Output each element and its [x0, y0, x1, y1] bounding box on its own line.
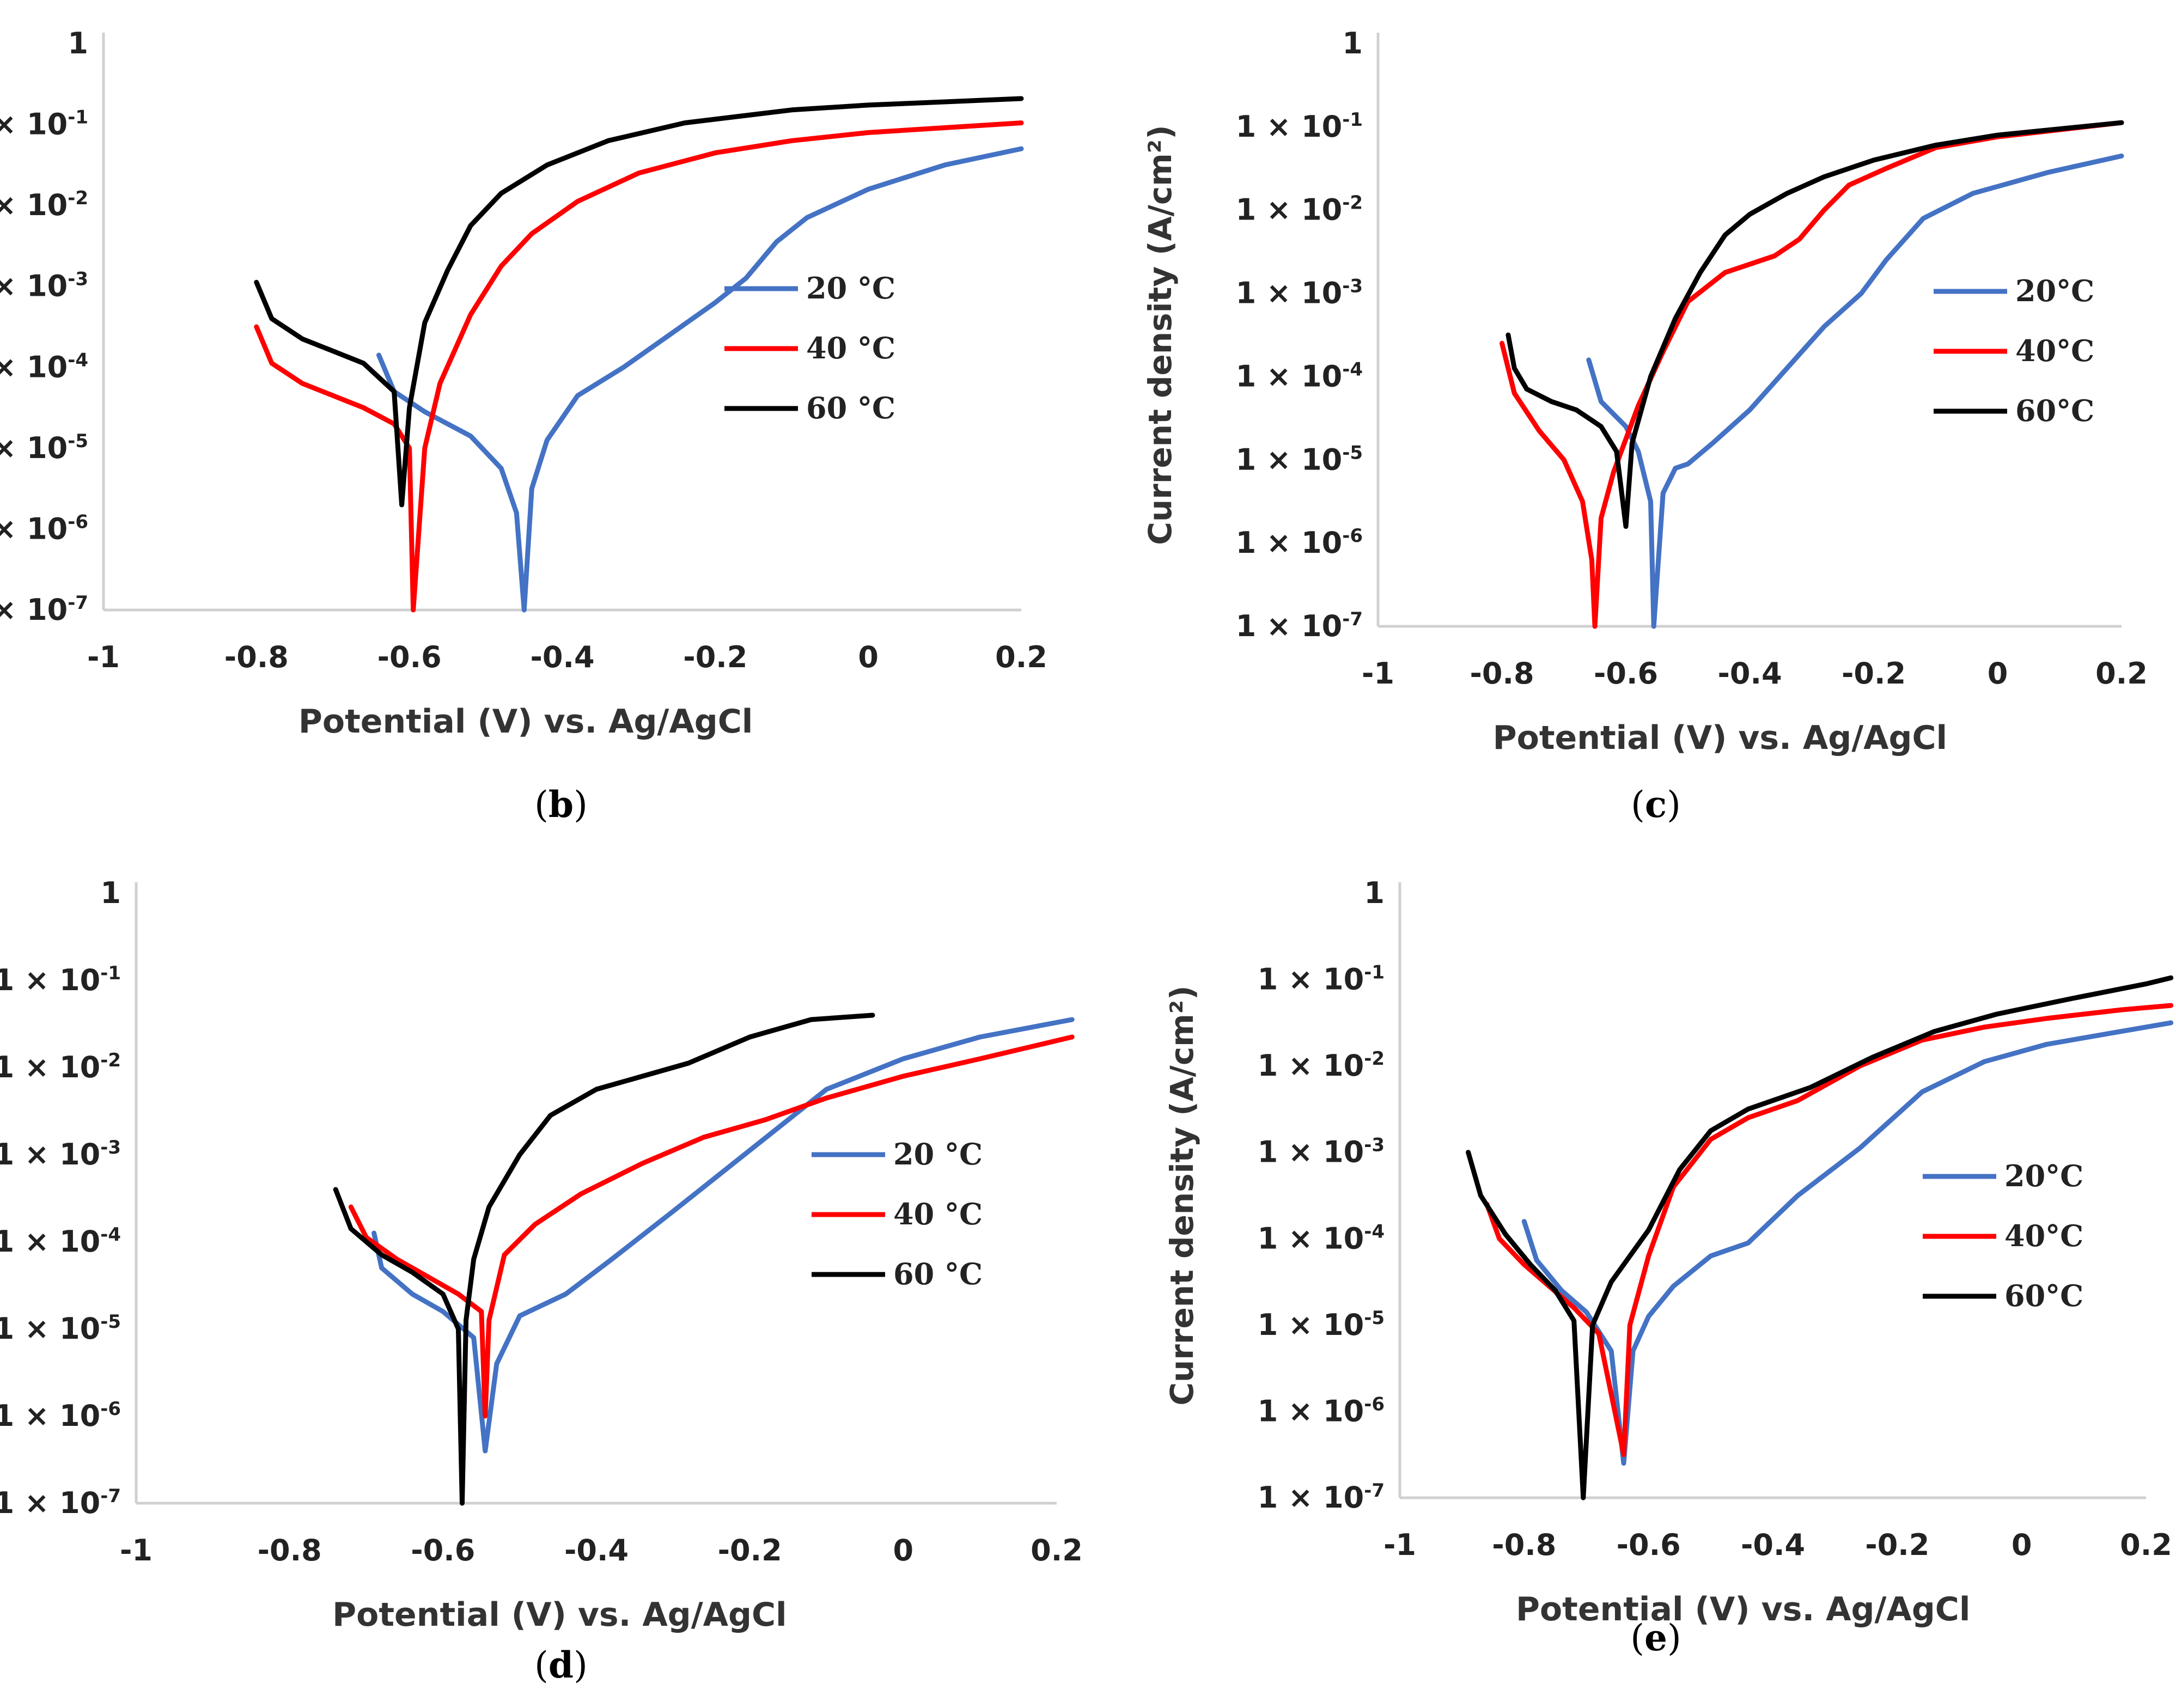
- y-tick-label: 1: [1342, 26, 1363, 60]
- legend-label: 40°C: [2004, 1218, 2083, 1253]
- panel-caption: (d): [534, 1644, 588, 1686]
- x-tick-label: 0.2: [1031, 1533, 1083, 1567]
- y-tick-label: 1 × 10-3: [1236, 276, 1363, 310]
- legend-label: 60 °C: [806, 391, 895, 425]
- y-tick-label: 1 × 10-3: [1258, 1134, 1385, 1169]
- y-tick-label: 1 × 10-1: [0, 107, 88, 142]
- x-tick-label: -0.8: [1470, 656, 1534, 691]
- x-axis-label: Potential (V) vs. Ag/AgCl: [332, 1596, 787, 1634]
- legend-label: 60 °C: [893, 1256, 983, 1291]
- series-line-60c: [1466, 975, 2174, 1500]
- x-tick-label: 0.2: [995, 640, 1047, 674]
- x-tick-label: 0.2: [2120, 1528, 2172, 1562]
- y-tick-label: 1 × 10-5: [1258, 1307, 1385, 1342]
- y-tick-label: 1: [68, 26, 88, 60]
- x-axis-label: Potential (V) vs. Ag/AgCl: [1493, 719, 1947, 757]
- y-axis-label: Current density (A/cm²): [1163, 985, 1200, 1405]
- x-tick-label: -0.4: [1741, 1528, 1805, 1562]
- y-tick-label: 1 × 10-4: [1236, 358, 1363, 393]
- x-tick-label: -0.4: [530, 640, 594, 674]
- series-line-20c: [1521, 1020, 2174, 1466]
- y-tick-label: 1 × 10-2: [1258, 1048, 1385, 1083]
- x-tick-label: -1: [1362, 656, 1394, 691]
- y-tick-label: 1 × 10-7: [0, 592, 88, 627]
- x-tick-label: 0.2: [2095, 656, 2148, 691]
- y-tick-label: 1 × 10-3: [0, 269, 88, 303]
- x-tick-label: -0.6: [1617, 1528, 1681, 1562]
- y-tick-label: 1: [100, 876, 121, 910]
- y-tick-label: 1 × 10-6: [1258, 1393, 1385, 1428]
- x-tick-label: -0.2: [1842, 656, 1906, 691]
- x-tick-label: 0: [1988, 656, 2008, 691]
- x-tick-label: -1: [1383, 1528, 1416, 1562]
- x-tick-label: 0: [893, 1533, 914, 1567]
- y-tick-label: 1 × 10-7: [1236, 608, 1363, 643]
- y-tick-label: 1 × 10-2: [1236, 192, 1363, 227]
- x-tick-label: -0.8: [1492, 1528, 1556, 1562]
- legend-label: 20°C: [2015, 273, 2094, 308]
- y-tick-label: 1 × 10-7: [1258, 1480, 1385, 1515]
- x-tick-label: -0.8: [258, 1533, 322, 1567]
- x-tick-label: -0.2: [683, 640, 747, 674]
- panel-caption: (b): [534, 783, 588, 826]
- legend-label: 20°C: [2004, 1158, 2083, 1193]
- x-tick-label: -1: [120, 1533, 153, 1567]
- series-line-60c: [333, 1012, 875, 1506]
- chart-d: 1 1 × 10-1 1 × 10-2 1 × 10-3 1 × 10-4 1 × 10-…: [0, 876, 1083, 1686]
- x-tick-label: -0.6: [377, 640, 442, 674]
- series-line-20c: [371, 1017, 1075, 1454]
- legend-label: 60°C: [2015, 393, 2094, 428]
- y-tick-label: 1 × 10-2: [0, 187, 88, 222]
- series-line-60c: [254, 96, 1024, 508]
- chart-e: 1 1 × 10-1 1 × 10-2 1 × 10-3 1 × 10-4 1 × 10-…: [1163, 876, 2174, 1659]
- y-tick-label: 1 × 10-7: [0, 1485, 121, 1520]
- y-tick-label: 1 × 10-6: [1236, 525, 1363, 560]
- y-tick-label: 1 × 10-1: [1236, 109, 1363, 144]
- legend-label: 60°C: [2004, 1278, 2083, 1313]
- series-line-60c: [1505, 120, 2124, 529]
- y-tick-label: 1 × 10-1: [0, 962, 121, 997]
- legend-label: 40°C: [2015, 333, 2094, 368]
- panel-caption: (e): [1630, 1616, 1681, 1659]
- y-tick-label: 1 × 10-5: [0, 1311, 121, 1346]
- series-line-40c: [254, 120, 1024, 613]
- x-tick-label: -0.4: [1717, 656, 1782, 691]
- legend-label: 20 °C: [806, 271, 895, 306]
- panel-caption: (c): [1631, 783, 1681, 826]
- y-tick-label: 1: [1364, 876, 1385, 910]
- y-tick-label: 1 × 10-5: [1236, 442, 1363, 477]
- y-tick-label: 1 × 10-5: [0, 430, 88, 465]
- x-tick-label: -0.2: [1865, 1528, 1929, 1562]
- y-tick-label: 1 × 10-2: [0, 1050, 121, 1084]
- y-tick-label: 1 × 10-4: [0, 1224, 121, 1259]
- chart-c: 1 1 × 10-1 1 × 10-2 1 × 10-3 1 × 10-4 1 × 10-…: [1142, 26, 2148, 826]
- y-axis-label: Current density (A/cm²): [1142, 125, 1179, 545]
- x-axis-label: Potential (V) vs. Ag/AgCl: [1516, 1590, 1970, 1628]
- series-line-20c: [1586, 153, 2124, 629]
- series-line-40c: [348, 1034, 1075, 1419]
- y-tick-label: 1 × 10-4: [1258, 1221, 1385, 1255]
- legend-label: 40 °C: [806, 331, 895, 365]
- y-tick-label: 1 × 10-4: [0, 349, 88, 384]
- x-tick-label: 0: [2012, 1528, 2032, 1562]
- x-axis-label: Potential (V) vs. Ag/AgCl: [298, 703, 753, 741]
- y-tick-label: 1 × 10-6: [0, 1398, 121, 1433]
- legend-label: 20 °C: [893, 1137, 983, 1172]
- x-tick-label: -0.4: [564, 1533, 629, 1567]
- x-tick-label: -1: [87, 640, 120, 674]
- series-line-20c: [376, 146, 1024, 613]
- x-tick-label: -0.6: [1594, 656, 1658, 691]
- x-tick-label: 0: [858, 640, 879, 674]
- y-tick-label: 1 × 10-1: [1258, 962, 1385, 997]
- chart-b: 1 1 × 10-1 1 × 10-2 1 × 10-3 1 × 10-4 1 × 10-…: [0, 26, 1047, 826]
- y-tick-label: 1 × 10-6: [0, 511, 88, 546]
- x-tick-label: -0.6: [411, 1533, 475, 1567]
- x-tick-label: -0.8: [224, 640, 289, 674]
- y-tick-label: 1 × 10-3: [0, 1137, 121, 1172]
- legend-label: 40 °C: [893, 1197, 983, 1231]
- x-tick-label: -0.2: [718, 1533, 782, 1567]
